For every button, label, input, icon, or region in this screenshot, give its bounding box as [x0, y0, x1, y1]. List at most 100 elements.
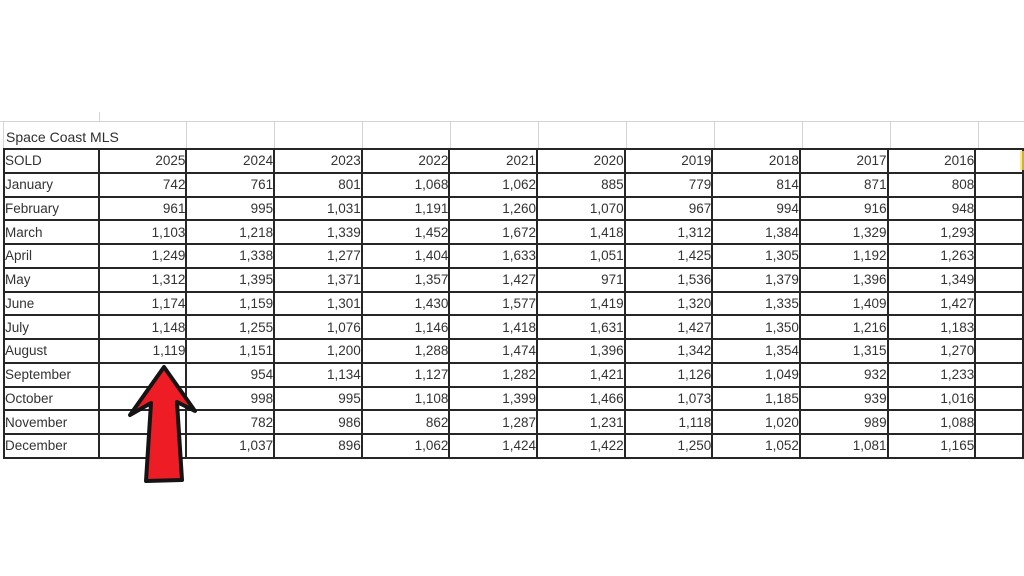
value-cell[interactable]: 1,425	[623, 243, 714, 269]
value-cell[interactable]: 1,191	[360, 195, 451, 222]
value-cell[interactable]: 1,427	[448, 266, 539, 293]
month-label-cell[interactable]: March	[3, 219, 100, 245]
month-label-cell[interactable]: April	[3, 243, 100, 269]
value-cell[interactable]: 871	[798, 171, 889, 198]
value-cell[interactable]: 1,165	[886, 433, 977, 459]
value-cell[interactable]: 1,108	[360, 385, 451, 412]
value-cell[interactable]: 971	[536, 266, 626, 293]
value-cell[interactable]: 1,338	[185, 243, 276, 269]
year-header-cell[interactable]: 2018	[711, 148, 801, 174]
month-label-cell[interactable]: July	[3, 314, 100, 340]
value-cell[interactable]: 885	[536, 171, 626, 198]
value-cell[interactable]: 1,427	[623, 314, 714, 340]
value-cell[interactable]: 1,233	[886, 361, 977, 388]
value-cell[interactable]: 1,270	[886, 338, 977, 364]
value-cell[interactable]: 1,404	[360, 243, 451, 269]
value-cell[interactable]: 1,339	[273, 219, 363, 245]
value-cell[interactable]: 1,354	[711, 338, 801, 364]
value-cell[interactable]: 1,216	[798, 314, 889, 340]
value-cell[interactable]: 986	[273, 409, 363, 435]
value-cell[interactable]: 1,159	[185, 290, 276, 317]
value-cell[interactable]: 1,452	[360, 219, 451, 245]
value-cell[interactable]: 1,062	[360, 433, 451, 459]
value-cell[interactable]: 1,148	[97, 314, 188, 340]
year-header-cell[interactable]: 2021	[448, 148, 539, 174]
year-header-cell[interactable]: 2019	[623, 148, 714, 174]
value-cell[interactable]: 995	[185, 195, 276, 222]
value-cell[interactable]: 948	[886, 195, 977, 222]
value-cell[interactable]: 1,134	[273, 361, 363, 388]
value-cell[interactable]: 1,672	[448, 219, 539, 245]
value-cell[interactable]: 1,312	[97, 266, 188, 293]
value-cell[interactable]: 1,146	[360, 314, 451, 340]
value-cell[interactable]: 782	[185, 409, 276, 435]
value-cell[interactable]: 1,073	[623, 385, 714, 412]
value-cell[interactable]: 1,357	[360, 266, 451, 293]
value-cell[interactable]: 1,301	[273, 290, 363, 317]
value-cell[interactable]: 916	[798, 195, 889, 222]
value-cell[interactable]: 1,151	[185, 338, 276, 364]
value-cell[interactable]: 1,379	[711, 266, 801, 293]
month-label-cell[interactable]: November	[3, 409, 100, 435]
value-cell[interactable]: 1,249	[97, 243, 188, 269]
value-cell[interactable]: 1,419	[536, 290, 626, 317]
value-cell[interactable]: 1,312	[623, 219, 714, 245]
value-cell[interactable]: 1,349	[886, 266, 977, 293]
value-cell[interactable]: 961	[97, 195, 188, 222]
value-cell[interactable]: 1,631	[536, 314, 626, 340]
value-cell[interactable]: 1,315	[798, 338, 889, 364]
value-cell[interactable]: 1,062	[448, 171, 539, 198]
value-cell[interactable]: 1,016	[886, 385, 977, 412]
value-cell[interactable]: 779	[623, 171, 714, 198]
value-cell[interactable]: 1,424	[448, 433, 539, 459]
value-cell[interactable]: 1,127	[360, 361, 451, 388]
month-label-cell[interactable]: February	[3, 195, 100, 222]
value-cell[interactable]: 1,031	[273, 195, 363, 222]
value-cell[interactable]: 1,020	[711, 409, 801, 435]
year-header-cell[interactable]: 2017	[798, 148, 889, 174]
value-cell[interactable]: 1,422	[536, 433, 626, 459]
value-cell[interactable]: 1,126	[623, 361, 714, 388]
value-cell[interactable]: 1,342	[623, 338, 714, 364]
value-cell[interactable]: 1,185	[711, 385, 801, 412]
value-cell[interactable]: 1,052	[711, 433, 801, 459]
year-header-cell[interactable]: 2023	[273, 148, 363, 174]
value-cell[interactable]: 954	[185, 361, 276, 388]
value-cell[interactable]: 994	[711, 195, 801, 222]
value-cell[interactable]: 1,427	[886, 290, 977, 317]
value-cell[interactable]: 1,396	[798, 266, 889, 293]
year-header-cell[interactable]: 2016	[886, 148, 977, 174]
value-cell[interactable]: 1,051	[536, 243, 626, 269]
value-cell[interactable]: 1,250	[623, 433, 714, 459]
value-cell[interactable]: 1,049	[711, 361, 801, 388]
value-cell[interactable]: 1,231	[536, 409, 626, 435]
value-cell[interactable]: 1,218	[185, 219, 276, 245]
year-header-cell[interactable]: 2020	[536, 148, 626, 174]
value-cell[interactable]: 1,577	[448, 290, 539, 317]
value-cell[interactable]: 1,350	[711, 314, 801, 340]
value-cell[interactable]: 814	[711, 171, 801, 198]
value-cell[interactable]: 1,103	[97, 219, 188, 245]
value-cell[interactable]: 1,474	[448, 338, 539, 364]
value-cell[interactable]: 1,399	[448, 385, 539, 412]
value-cell[interactable]: 742	[97, 171, 188, 198]
value-cell[interactable]: 1,466	[536, 385, 626, 412]
value-cell[interactable]	[97, 361, 188, 388]
value-cell[interactable]: 1,329	[798, 219, 889, 245]
value-cell[interactable]: 1,192	[798, 243, 889, 269]
value-cell[interactable]: 1,293	[886, 219, 977, 245]
value-cell[interactable]: 989	[798, 409, 889, 435]
value-cell[interactable]: 1,200	[273, 338, 363, 364]
month-label-cell[interactable]: January	[3, 171, 100, 198]
value-cell[interactable]: 932	[798, 361, 889, 388]
value-cell[interactable]: 1,282	[448, 361, 539, 388]
value-cell[interactable]: 1,418	[448, 314, 539, 340]
value-cell[interactable]: 801	[273, 171, 363, 198]
value-cell[interactable]	[97, 409, 188, 435]
value-cell[interactable]: 1,430	[360, 290, 451, 317]
value-cell[interactable]: 1,371	[273, 266, 363, 293]
value-cell[interactable]: 1,418	[536, 219, 626, 245]
value-cell[interactable]: 1,070	[536, 195, 626, 222]
value-cell[interactable]: 896	[273, 433, 363, 459]
month-label-cell[interactable]: May	[3, 266, 100, 293]
